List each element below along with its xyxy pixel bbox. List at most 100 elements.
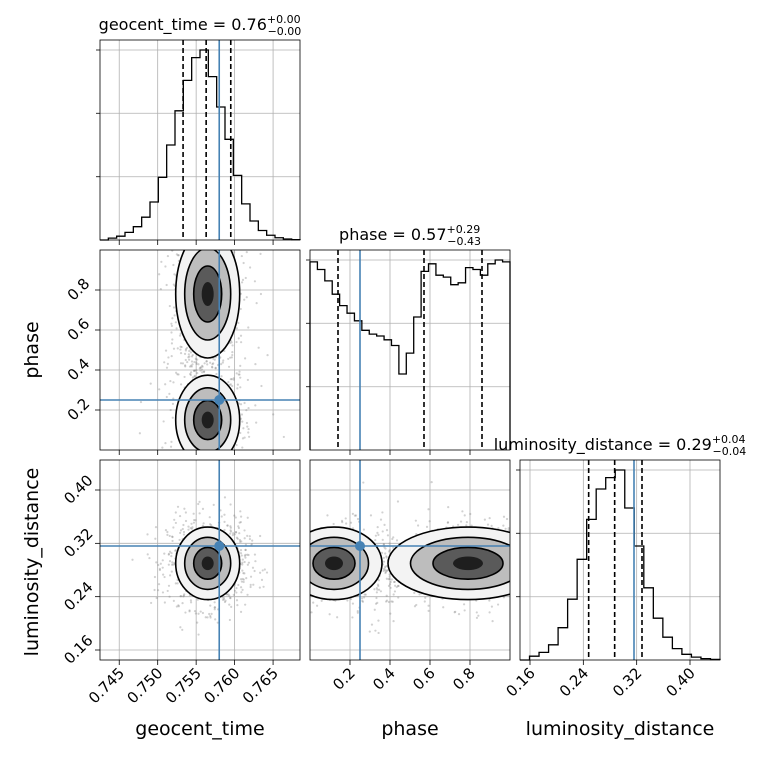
sample-point: [178, 334, 182, 337]
y-tick-label: 0.32: [60, 525, 96, 561]
sample-point: [172, 599, 175, 602]
sample-point: [377, 579, 380, 582]
sample-point: [170, 570, 173, 573]
sample-point: [381, 538, 384, 541]
sample-point: [209, 604, 212, 607]
sample-point: [376, 531, 379, 535]
sample-point: [214, 366, 217, 369]
sample-point: [242, 261, 245, 265]
sample-point: [209, 614, 212, 618]
sample-point: [238, 370, 241, 373]
hist-frame: [99, 39, 301, 241]
x-tick-label: 0.760: [200, 664, 243, 707]
density-core: [325, 556, 343, 571]
sample-point: [345, 522, 348, 525]
sample-point: [374, 534, 378, 537]
x-tick-label: 0.765: [239, 664, 282, 707]
sample-point: [176, 505, 180, 508]
sample-point: [167, 584, 171, 587]
sample-point: [157, 583, 161, 586]
sample-point: [173, 273, 176, 276]
sample-point: [172, 397, 175, 400]
sample-point: [232, 377, 235, 380]
sample-point: [201, 611, 205, 615]
sample-point: [389, 580, 392, 584]
x-tick-label: 0.6: [409, 664, 439, 694]
sample-point: [392, 620, 395, 623]
sample-point: [239, 610, 243, 613]
sample-point: [233, 589, 237, 592]
sample-point: [389, 586, 392, 589]
sample-point: [470, 524, 473, 527]
panel-title: luminosity_distance = 0.29+0.04 −0.04: [494, 433, 747, 458]
sample-point: [155, 561, 158, 564]
sample-point: [469, 512, 472, 516]
density-core: [201, 411, 214, 429]
sample-point: [430, 481, 433, 484]
sample-point: [165, 283, 168, 287]
y-tick-label: 0.2: [64, 395, 94, 425]
sample-point: [170, 563, 174, 566]
sample-point: [189, 373, 192, 377]
sample-point: [427, 508, 430, 511]
sample-point: [192, 521, 196, 524]
sample-point: [168, 550, 172, 553]
sample-point: [184, 348, 188, 351]
sample-point: [234, 531, 238, 534]
density-core: [201, 556, 214, 571]
sample-point: [389, 612, 392, 615]
sample-point: [416, 524, 420, 527]
sample-point: [243, 436, 246, 439]
sample-point: [375, 596, 378, 600]
sample-point: [169, 379, 172, 383]
sample-point: [230, 605, 233, 608]
sample-point: [170, 551, 173, 555]
sample-point: [259, 292, 263, 296]
sample-point: [246, 425, 249, 428]
sample-point: [356, 517, 360, 521]
sample-point: [213, 608, 216, 611]
sample-point: [241, 577, 244, 581]
sample-point: [246, 516, 249, 519]
sample-point: [368, 630, 371, 633]
y-tick-label: 0.16: [60, 631, 96, 667]
sample-point: [504, 527, 507, 530]
sample-point: [228, 618, 231, 622]
sample-point: [181, 602, 184, 605]
sample-point: [260, 578, 264, 581]
sample-point: [391, 600, 394, 603]
sample-point: [390, 578, 393, 581]
sample-point: [181, 527, 184, 531]
sample-point: [243, 554, 246, 557]
sample-point: [179, 595, 182, 598]
density-layer: [310, 481, 510, 635]
sample-point: [385, 555, 388, 558]
sample-point: [178, 514, 182, 518]
sample-point: [161, 591, 165, 594]
sample-point: [200, 368, 204, 371]
sample-point: [170, 324, 174, 328]
sample-point: [189, 371, 193, 374]
sample-point: [385, 577, 388, 580]
sample-point: [272, 413, 275, 416]
sample-point: [505, 517, 509, 521]
sample-point: [237, 321, 240, 325]
sample-point: [225, 593, 229, 596]
sample-point: [161, 566, 164, 569]
sample-point: [384, 569, 387, 572]
sample-point: [158, 388, 161, 391]
sample-point: [188, 365, 192, 368]
sample-point: [191, 353, 194, 357]
sample-point: [166, 530, 169, 534]
sample-point: [202, 370, 206, 373]
sample-point: [502, 515, 506, 518]
sample-point: [383, 566, 387, 569]
sample-point: [168, 304, 171, 308]
sample-point: [210, 365, 214, 368]
sample-point: [188, 610, 191, 613]
sample-point: [424, 596, 427, 599]
sample-point: [235, 340, 238, 344]
sample-point: [205, 360, 208, 363]
sample-point: [164, 442, 167, 445]
sample-point: [172, 347, 176, 350]
